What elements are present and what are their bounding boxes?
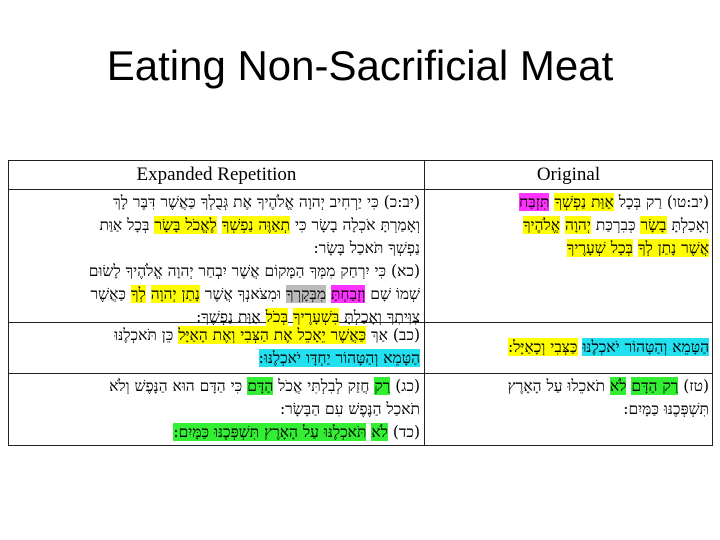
text-segment: תִּשְׁפְּכֶנּוּ כַּמָּיִם: <box>623 400 709 418</box>
text-segment: (יב:טו) רַק בְּכָל <box>613 193 709 211</box>
highlighted-phrase-green: תֹּאכְלֶנּוּ עַל הָאָרֶץ תִּשְׁפְּכֶנּוּ… <box>173 423 367 441</box>
highlighted-phrase-green: לֹא <box>371 423 388 441</box>
highlighted-phrase-magenta: וְזָבַחְתָּ <box>330 285 366 303</box>
text-segment: כִּי הַדָּם הוּא הַנָּפֶשׁ וְלֹא <box>109 377 248 395</box>
text-segment: (טז) <box>678 377 709 395</box>
highlighted-phrase-green: רַק הַדָּם <box>631 377 679 395</box>
highlighted-phrase-yellow: לְךָ <box>130 285 146 303</box>
highlighted-phrase-gray: מִבְּקָרְךָ <box>285 285 327 303</box>
text-segment: (כד) <box>387 423 420 441</box>
text-segment: תֹאכַל הַנֶּפֶשׁ עִם הַבָּשָׂר: <box>279 400 420 418</box>
highlighted-phrase-yellow: בְּכָל שְׁעָרֶיךָ <box>566 239 633 257</box>
text-segment: חֲזַק לְבִלְתִּי אֲכֹל <box>273 377 375 395</box>
text-line: תֹאכַל הַנֶּפֶשׁ עִם הַבָּשָׂר: <box>13 398 420 421</box>
text-line: (כא) כִּי יִרְחַק מִמְּךָ הַמָּקוֹם אֲשֶ… <box>13 260 420 283</box>
text-segment: (כג) <box>390 377 420 395</box>
text-line: (יב:טו) רַק בְּכָל אַוַּת נַפְשְׁךָ תִּז… <box>429 191 709 214</box>
highlighted-phrase-magenta: תִּזְבַּח <box>519 193 550 211</box>
highlighted-phrase-yellow: אַוַּת נַפְשְׁךָ <box>554 193 614 211</box>
text-segment: וְאָכַלְתָּ <box>666 216 709 234</box>
text-line: תִּשְׁפְּכֶנּוּ כַּמָּיִם: <box>429 398 709 421</box>
text-segment: (כא) כִּי יִרְחַק מִמְּךָ הַמָּקוֹם אֲשֶ… <box>88 262 420 280</box>
comparison-table: Expanded Repetition Original (יב:כ) כִּי… <box>8 160 713 446</box>
text-line: וְאָמַרְתָּ אֹכְלָה בָשָׂר כִּי תְאַוֶּה… <box>13 214 420 237</box>
highlighted-phrase-green: רַק <box>374 377 391 395</box>
highlighted-phrase-yellow: לֶאֱכֹל בָּשָׂר <box>154 216 217 234</box>
text-line: אֲשֶׁר נָתַן לְךָ בְּכָל שְׁעָרֶיךָ <box>429 237 709 260</box>
text-segment: וְאָמַרְתָּ אֹכְלָה בָשָׂר כִּי <box>290 216 420 234</box>
text-line: (טז) רַק הַדָּם לֹא תֹאכֵלוּ עַל הָאָרֶץ <box>429 375 709 398</box>
text-line: שְׁמוֹ שָׁם וְזָבַחְתָּ מִבְּקָרְךָ וּמִ… <box>13 283 420 306</box>
highlighted-phrase-yellow: כַּצְּבִי וְכָאַיָּל: <box>507 338 578 356</box>
text-segment: בְּכָל אַוַּת <box>99 216 155 234</box>
header-original: Original <box>536 164 601 185</box>
text-segment: נַפְשְׁךָ תֹּאכַל בָּשָׂר: <box>313 239 420 257</box>
text-line: הַטָּמֵא וְהַטָּהוֹר יַחְדָּו יֹאכְלֶנּו… <box>13 347 420 370</box>
text-segment: כְּבִרְכַּת <box>590 216 641 234</box>
text-segment: (יב:כ) כִּי יַרְחִיב יְהוָה אֱלֹהֶיךָ אֶ… <box>113 193 420 211</box>
text-segment: תֹאכֵלוּ עַל הָאָרֶץ <box>507 377 610 395</box>
row-2-expanded-text: (כב) אַךְ כַּאֲשֶׁר יֵאָכֵל אֶת הַצְּבִי… <box>13 324 420 370</box>
text-line: וְאָכַלְתָּ בָשָׂר כְּבִרְכַּת יְהוָה אֱ… <box>429 214 709 237</box>
text-segment: כַּאֲשֶׁר <box>90 285 131 303</box>
text-segment: שְׁמוֹ שָׁם <box>365 285 420 303</box>
row-3-expanded-text: (כג) רַק חֲזַק לְבִלְתִּי אֲכֹל הַדָּם כ… <box>13 375 420 444</box>
row-3-original-text: (טז) רַק הַדָּם לֹא תֹאכֵלוּ עַל הָאָרֶץ… <box>429 375 709 421</box>
header-divider <box>9 189 712 190</box>
row-1-expanded-text: (יב:כ) כִּי יַרְחִיב יְהוָה אֱלֹהֶיךָ אֶ… <box>13 191 420 329</box>
highlighted-phrase-green: הַדָּם <box>247 377 274 395</box>
row-1-original-text: (יב:טו) רַק בְּכָל אַוַּת נַפְשְׁךָ תִּז… <box>429 191 709 260</box>
text-segment: כֵּן תֹּאכְלֶנּוּ <box>114 326 179 344</box>
highlighted-phrase-cyan: הַטָּמֵא וְהַטָּהוֹר יַחְדָּו יֹאכְלֶנּו… <box>258 349 420 367</box>
text-line: (כב) אַךְ כַּאֲשֶׁר יֵאָכֵל אֶת הַצְּבִי… <box>13 324 420 347</box>
text-segment: וּמִצֹּאנְךָ אֲשֶׁר <box>199 285 286 303</box>
highlighted-phrase-yellow: יְהוָה <box>565 216 591 234</box>
highlighted-phrase-yellow: בְּכֹל <box>265 308 288 326</box>
column-divider <box>424 161 425 445</box>
highlighted-phrase-green: לֹא <box>609 377 627 395</box>
text-line: הַטָּמֵא וְהַטָּהוֹר יֹאכְלֶנּוּ כַּצְּב… <box>429 336 709 359</box>
slide-title: Eating Non-Sacrificial Meat <box>106 42 614 89</box>
text-line: נַפְשְׁךָ תֹּאכַל בָּשָׂר: <box>13 237 420 260</box>
highlighted-phrase-yellow: תְאַוֶּה נַפְשְׁךָ <box>221 216 291 234</box>
row-2-original-text: הַטָּמֵא וְהַטָּהוֹר יֹאכְלֶנּוּ כַּצְּב… <box>429 336 709 359</box>
text-line: (כד) לֹא תֹּאכְלֶנּוּ עַל הָאָרֶץ תִּשְׁ… <box>13 421 420 444</box>
text-segment <box>146 285 151 303</box>
text-line: (כג) רַק חֲזַק לְבִלְתִּי אֲכֹל הַדָּם כ… <box>13 375 420 398</box>
text-segment: (כב) אַךְ <box>366 326 420 344</box>
header-expanded-repetition: Expanded Repetition <box>136 164 297 185</box>
highlighted-phrase-yellow: בָשָׂר <box>640 216 667 234</box>
text-segment: אַוַּת נַפְשֶׁךָ: <box>196 308 266 326</box>
highlighted-phrase-yellow: כַּאֲשֶׁר יֵאָכֵל אֶת הַצְּבִי וְאֶת הָא… <box>178 326 367 344</box>
highlighted-phrase-yellow: אֱלֹהֶיךָ <box>522 216 561 234</box>
highlighted-phrase-cyan: הַטָּמֵא וְהַטָּהוֹר יֹאכְלֶנּוּ <box>582 338 709 356</box>
highlighted-phrase-yellow: בִּשְׁעָרֶיךָ <box>292 308 340 326</box>
highlighted-phrase-yellow: נָתַן יְהוָה <box>150 285 200 303</box>
row-divider-1 <box>9 322 712 323</box>
text-line: (יב:כ) כִּי יַרְחִיב יְהוָה אֱלֹהֶיךָ אֶ… <box>13 191 420 214</box>
row-divider-2 <box>9 373 712 374</box>
text-segment <box>217 216 222 234</box>
highlighted-phrase-yellow: אֲשֶׁר נָתַן לְךָ <box>637 239 709 257</box>
text-line: צִוִּיתִךָ וְאָכַלְתָּ בִּשְׁעָרֶיךָ בְּ… <box>13 306 420 329</box>
text-segment: צִוִּיתִךָ וְאָכַלְתָּ <box>339 308 420 326</box>
